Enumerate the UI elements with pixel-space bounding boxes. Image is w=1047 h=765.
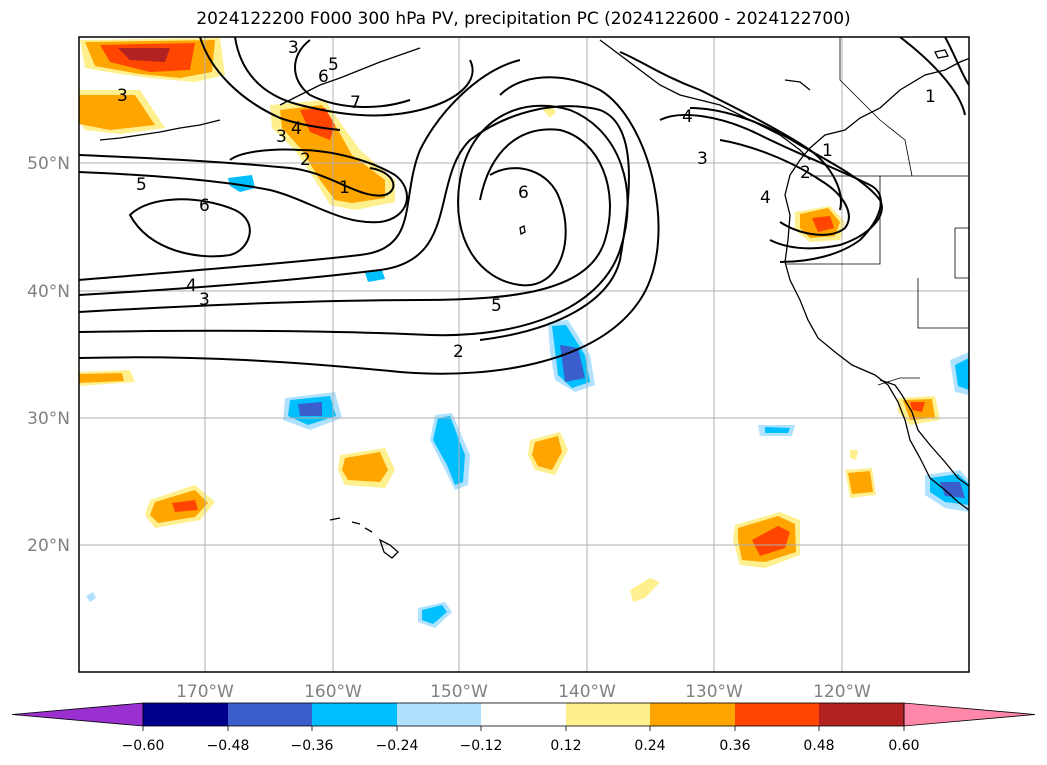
colorbar-ticks: [142, 726, 905, 731]
colorbar: −0.60 −0.48 −0.36 −0.24 −0.12 0.12 0.24 …: [11, 702, 1036, 754]
lon-label: 130°W: [685, 682, 743, 702]
contour-label: 4: [291, 119, 302, 139]
colorbar-swatch: [819, 703, 904, 726]
lat-label: 30°N: [27, 409, 70, 429]
colorbar-swatch: [481, 703, 566, 726]
contour-label: 6: [199, 196, 210, 216]
colorbar-min-arrow: [11, 702, 144, 727]
contour-label: 1: [822, 141, 833, 161]
contour-label: 6: [518, 183, 529, 203]
lon-label: 150°W: [430, 682, 488, 702]
map-frame: [78, 36, 970, 673]
colorbar-tick-label: 0.48: [803, 738, 834, 754]
contour-labels: 3 5 6 7 3 4 2 1 5 6 4 3 6 5 2 3 4 1 1 4 …: [117, 38, 936, 362]
colorbar-tick-label: −0.60: [122, 738, 165, 754]
contour-label: 5: [491, 296, 502, 316]
pv-contours: [79, 37, 969, 375]
colorbar-swatch: [566, 703, 650, 726]
colorbar-swatch: [312, 703, 397, 726]
contour-label: 4: [760, 188, 771, 208]
contour-label: 7: [350, 93, 361, 113]
longitude-labels: 170°W 160°W 150°W 140°W 130°W 120°W: [176, 682, 871, 702]
contour-label: 3: [199, 290, 210, 310]
colorbar-swatch: [397, 703, 481, 726]
colorbar-tick-label: 0.36: [719, 738, 750, 754]
colorbar-tick-label: 0.24: [634, 738, 665, 754]
colorbar-tick-label: −0.48: [207, 738, 250, 754]
contour-label: 3: [117, 86, 128, 106]
lon-label: 140°W: [558, 682, 616, 702]
colorbar-tick-label: 0.60: [888, 738, 919, 754]
map-panel: 3 5 6 7 3 4 2 1 5 6 4 3 6 5 2 3 4 1 1 4 …: [79, 37, 969, 672]
lat-label: 40°N: [27, 282, 70, 302]
colorbar-swatch: [228, 703, 312, 726]
contour-label: 1: [925, 87, 936, 107]
lon-label: 120°W: [813, 682, 871, 702]
contour-label: 4: [682, 107, 693, 127]
contour-label: 2: [800, 163, 811, 183]
contour-label: 5: [328, 55, 339, 75]
colorbar-tick-label: −0.24: [376, 738, 419, 754]
contour-label: 2: [300, 150, 311, 170]
lat-label: 50°N: [27, 154, 70, 174]
map-title: 2024122200 F000 300 hPa PV, precipitatio…: [196, 9, 851, 29]
lon-label: 160°W: [304, 682, 362, 702]
contour-label: 3: [276, 127, 287, 147]
latitude-labels: 50°N 40°N 30°N 20°N: [27, 154, 70, 556]
contour-label: 1: [339, 178, 350, 198]
contour-label: 4: [186, 276, 197, 296]
colorbar-swatch: [650, 703, 735, 726]
contour-label: 3: [288, 38, 299, 58]
colorbar-swatch: [143, 703, 228, 726]
contour-label: 5: [136, 175, 147, 195]
lon-label: 170°W: [176, 682, 234, 702]
coastlines: [99, 39, 969, 559]
lat-label: 20°N: [27, 536, 70, 556]
precip-shading: [79, 38, 969, 628]
colorbar-tick-label: −0.12: [460, 738, 503, 754]
contour-label: 3: [697, 149, 708, 169]
colorbar-swatch: [735, 703, 819, 726]
colorbar-tick-label: −0.36: [291, 738, 334, 754]
colorbar-tick-label: 0.12: [550, 738, 581, 754]
colorbar-max-arrow: [903, 702, 1036, 727]
contour-label: 6: [318, 67, 329, 87]
contour-label: 2: [453, 342, 464, 362]
